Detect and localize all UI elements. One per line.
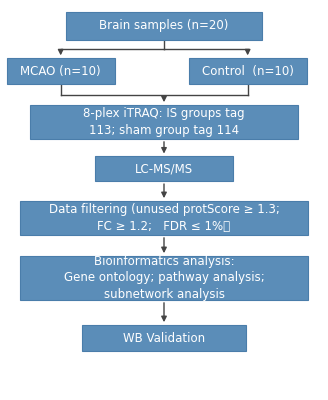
Text: Bioinformatics analysis:
Gene ontology; pathway analysis;
subnetwork analysis: Bioinformatics analysis: Gene ontology; … — [64, 255, 264, 301]
FancyBboxPatch shape — [189, 58, 307, 84]
FancyBboxPatch shape — [82, 325, 246, 351]
Text: 8-plex iTRAQ: IS groups tag
113; sham group tag 114: 8-plex iTRAQ: IS groups tag 113; sham gr… — [83, 107, 245, 137]
Text: Brain samples (n=20): Brain samples (n=20) — [99, 20, 229, 32]
Text: Data filtering (unused protScore ≥ 1.3;
FC ≥ 1.2;   FDR ≤ 1%）: Data filtering (unused protScore ≥ 1.3; … — [49, 203, 279, 233]
FancyBboxPatch shape — [30, 105, 298, 139]
Text: WB Validation: WB Validation — [123, 332, 205, 344]
FancyBboxPatch shape — [95, 156, 233, 181]
FancyBboxPatch shape — [66, 12, 262, 40]
Text: LC-MS/MS: LC-MS/MS — [135, 162, 193, 175]
Text: MCAO (n=10): MCAO (n=10) — [20, 65, 101, 78]
FancyBboxPatch shape — [20, 256, 308, 300]
FancyBboxPatch shape — [20, 201, 308, 235]
FancyBboxPatch shape — [7, 58, 115, 84]
Text: Control  (n=10): Control (n=10) — [202, 65, 294, 78]
